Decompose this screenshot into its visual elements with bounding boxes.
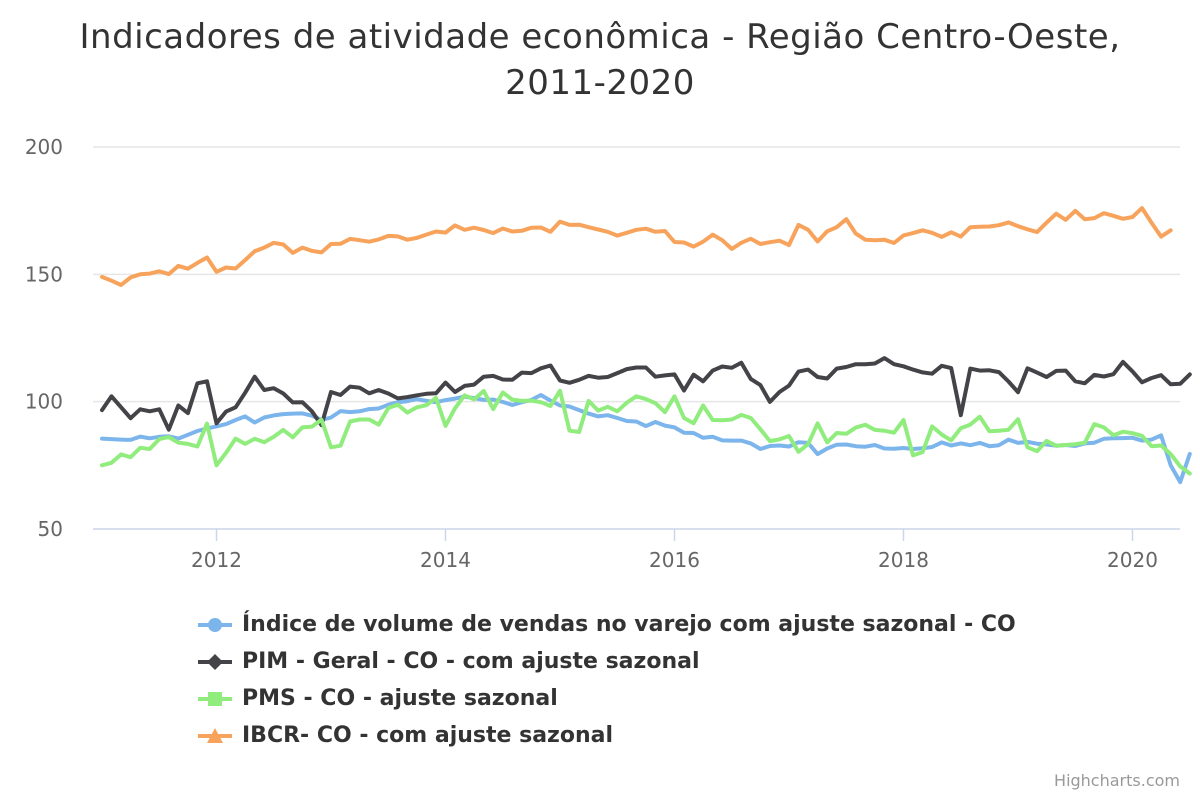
- legend-label: Índice de volume de vendas no varejo com…: [242, 612, 1016, 637]
- x-tick-label: 2020: [1107, 548, 1158, 572]
- series-line-4[interactable]: [100, 206, 1173, 287]
- y-tick-label: 50: [38, 517, 63, 541]
- chart-title-line-1: Indicadores de atividade econômica - Reg…: [79, 17, 1121, 57]
- circle-marker-icon: [198, 617, 232, 632]
- legend: Índice de volume de vendas no varejo com…: [198, 606, 1016, 754]
- y-tick-label: 150: [25, 262, 63, 286]
- legend-label: PIM - Geral - CO - com ajuste sazonal: [242, 649, 700, 674]
- diamond-marker-icon: [198, 653, 232, 670]
- legend-item-varejo[interactable]: Índice de volume de vendas no varejo com…: [198, 606, 1016, 643]
- legend-label: IBCR- CO - com ajuste sazonal: [242, 723, 614, 748]
- series-line-3[interactable]: [100, 388, 1192, 476]
- triangle-marker-icon: [198, 727, 232, 743]
- legend-item-pim[interactable]: PIM - Geral - CO - com ajuste sazonal: [198, 643, 1016, 680]
- y-tick-label: 100: [25, 390, 63, 414]
- y-tick-label: 200: [25, 135, 63, 159]
- series-line-2[interactable]: [100, 356, 1192, 432]
- x-tick-label: 2016: [649, 548, 700, 572]
- legend-label: PMS - CO - ajuste sazonal: [242, 686, 558, 711]
- x-tick-label: 2018: [878, 548, 929, 572]
- grid-lines: [93, 146, 1180, 403]
- chart-title: Indicadores de atividade econômica - Reg…: [0, 14, 1200, 106]
- series-line-1[interactable]: [100, 393, 1192, 485]
- x-axis: 2012 2014 2016 2018 2020: [93, 528, 1180, 572]
- legend-item-ibcr[interactable]: IBCR- CO - com ajuste sazonal: [198, 717, 1016, 754]
- y-axis: 50 100 150 200: [25, 135, 63, 541]
- legend-item-pms[interactable]: PMS - CO - ajuste sazonal: [198, 680, 1016, 717]
- chart-title-line-2: 2011-2020: [505, 63, 695, 103]
- series-layer: [100, 206, 1192, 485]
- square-marker-icon: [198, 691, 232, 706]
- x-tick-label: 2014: [420, 548, 471, 572]
- credits-link[interactable]: Highcharts.com: [1054, 771, 1180, 790]
- x-tick-label: 2012: [191, 548, 242, 572]
